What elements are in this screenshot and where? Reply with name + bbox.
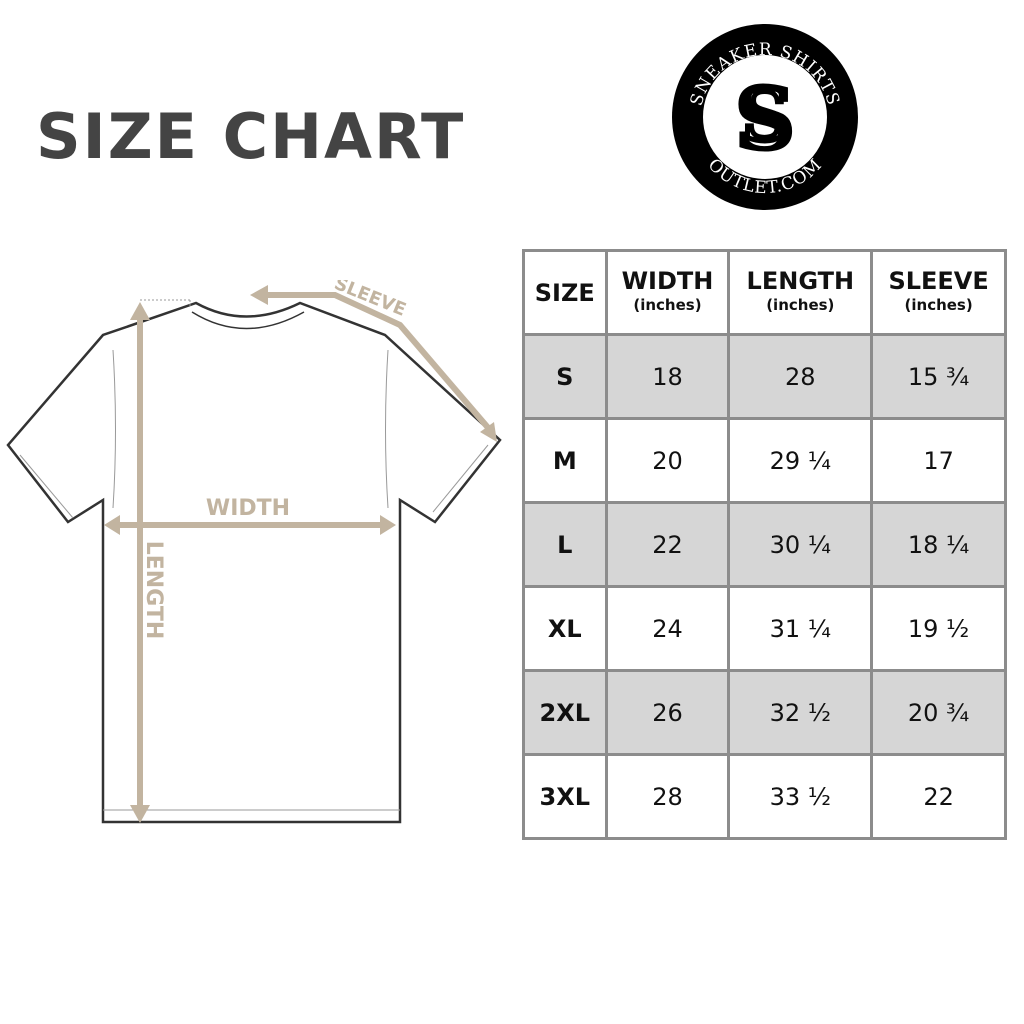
header-width: WIDTH (inches) [604,249,731,336]
table-row: L 22 30 ¼ 18 ¼ [522,501,1007,588]
table-row: XL 24 31 ¼ 19 ½ [522,585,1007,672]
size-cell: S [522,333,608,420]
width-label: WIDTH [206,496,290,521]
length-cell: 32 ½ [727,669,874,756]
brand-logo: SNEAKER SHIRTS OUTLET.COM S S [672,24,858,210]
sleeve-cell: 18 ¼ [870,501,1007,588]
sleeve-cell: 19 ½ [870,585,1007,672]
table-row: M 20 29 ¼ 17 [522,417,1007,504]
width-cell: 26 [604,669,731,756]
length-cell: 29 ¼ [727,417,874,504]
sleeve-cell: 22 [870,753,1007,840]
table-row: S 18 28 15 ¾ [522,333,1007,420]
tshirt-diagram: WIDTH LENGTH SLEEVE [6,280,502,824]
svg-text:S: S [733,66,798,172]
length-label: LENGTH [141,541,166,640]
length-cell: 30 ¼ [727,501,874,588]
width-cell: 24 [604,585,731,672]
header-row: SIZE WIDTH (inches) LENGTH (inches) SLEEVE… [522,249,1007,336]
size-cell: 2XL [522,669,608,756]
header-size: SIZE [522,249,608,336]
table-row: 2XL 26 32 ½ 20 ¾ [522,669,1007,756]
sleeve-cell: 17 [870,417,1007,504]
width-cell: 22 [604,501,731,588]
sleeve-cell: 15 ¾ [870,333,1007,420]
size-cell: L [522,501,608,588]
page-title: SIZE CHART [36,100,466,173]
sleeve-cell: 20 ¾ [870,669,1007,756]
width-cell: 20 [604,417,731,504]
size-cell: 3XL [522,753,608,840]
length-cell: 28 [727,333,874,420]
width-cell: 28 [604,753,731,840]
table-row: 3XL 28 33 ½ 22 [522,753,1007,840]
size-table: SIZE WIDTH (inches) LENGTH (inches) SLEEVE… [522,249,1007,840]
header-sleeve: SLEEVE (inches) [870,249,1007,336]
length-cell: 31 ¼ [727,585,874,672]
length-cell: 33 ½ [727,753,874,840]
width-cell: 18 [604,333,731,420]
size-cell: XL [522,585,608,672]
header-length: LENGTH (inches) [727,249,874,336]
svg-text:S: S [741,75,789,157]
size-cell: M [522,417,608,504]
